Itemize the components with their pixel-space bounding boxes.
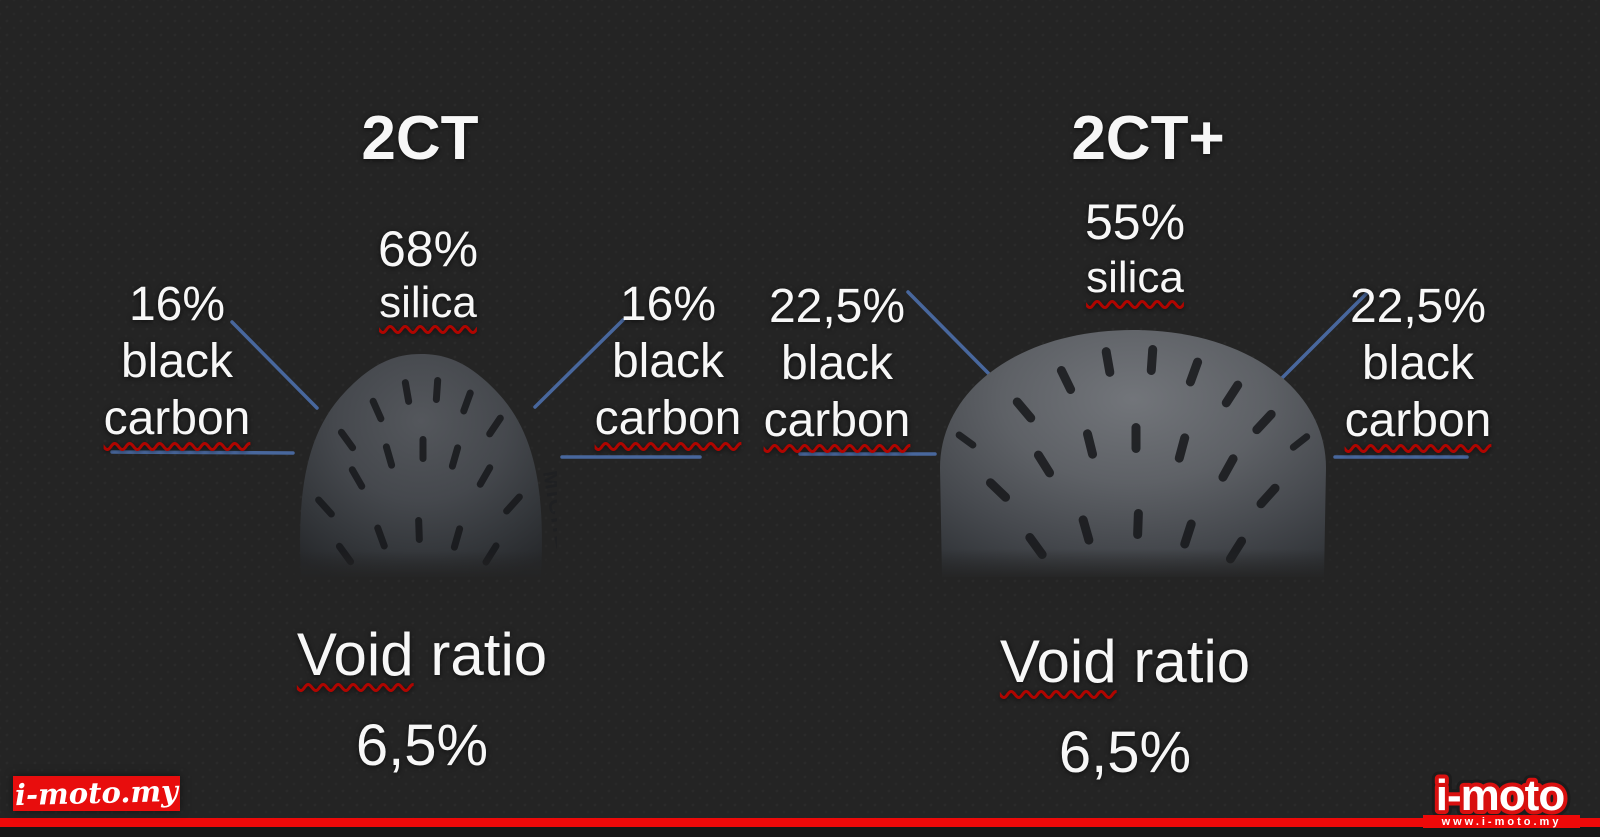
leader-line <box>230 320 319 410</box>
leader-line <box>1278 291 1369 382</box>
carbon-pct: 16% <box>619 278 717 331</box>
silica-label-2ct-plus: silica <box>985 253 1285 303</box>
compound-title-2ct-plus: 2CT+ <box>1071 104 1225 173</box>
carbon-pct: 16% <box>128 278 226 331</box>
void-ratio-value-2ct: 6,5% <box>355 713 489 778</box>
silica-percentage-2ct: 68% <box>377 221 479 277</box>
bottom-dark-band <box>0 827 1600 837</box>
carbon-word-black: black <box>120 335 234 388</box>
carbon-label-2ct-plus-right: 22,5% black carbon <box>1288 278 1548 449</box>
carbon-word-carbon: carbon <box>1344 394 1492 447</box>
tire-2ct-image: MICHELIN <box>285 354 557 577</box>
compound-title-2ct: 2CT <box>361 104 479 173</box>
imoto-badge-text: i-moto.my <box>14 773 179 812</box>
silica-percentage-2ct-plus: 55% <box>1084 194 1186 250</box>
carbon-label-2ct-plus-left: 22,5% black carbon <box>707 278 967 449</box>
leader-line <box>906 290 997 382</box>
imoto-logo-text: i-moto <box>1436 771 1565 820</box>
tire-2ct-plus-image <box>932 330 1334 577</box>
silica-label-2ct: silica <box>278 278 578 328</box>
void-word: Void <box>296 621 414 688</box>
void-ratio-title-2ct: Void ratio <box>222 620 622 689</box>
void-word: Void <box>999 628 1117 695</box>
silica-word: silica <box>379 278 477 327</box>
carbon-label-2ct-right: 16% black carbon <box>538 276 798 447</box>
leader-line <box>110 450 295 455</box>
carbon-word-black: black <box>1361 337 1475 390</box>
silica-word: silica <box>1086 253 1184 302</box>
ratio-word: ratio <box>430 621 548 688</box>
carbon-word-carbon: carbon <box>594 392 742 445</box>
ratio-word: ratio <box>1133 628 1251 695</box>
carbon-word-carbon: carbon <box>103 392 251 445</box>
void-ratio-title-2ct-plus: Void ratio <box>925 627 1325 696</box>
red-stripe-divider <box>0 818 1600 827</box>
leader-line <box>533 318 625 409</box>
carbon-word-black: black <box>611 335 725 388</box>
imoto-logo-shadow: i-moto <box>1436 771 1565 820</box>
imoto-url-text: www.i-moto.my <box>1441 815 1562 828</box>
carbon-pct: 22,5% <box>768 280 906 333</box>
carbon-pct: 22,5% <box>1349 280 1487 333</box>
carbon-word-black: black <box>780 337 894 390</box>
imoto-badge: i-moto.my <box>13 773 180 812</box>
void-ratio-value-2ct-plus: 6,5% <box>1058 720 1192 785</box>
carbon-word-carbon: carbon <box>763 394 911 447</box>
imoto-url-bar: www.i-moto.my <box>1423 815 1580 828</box>
carbon-label-2ct-left: 16% black carbon <box>47 276 307 447</box>
imoto-logo: i-moto i-moto <box>1429 771 1573 821</box>
